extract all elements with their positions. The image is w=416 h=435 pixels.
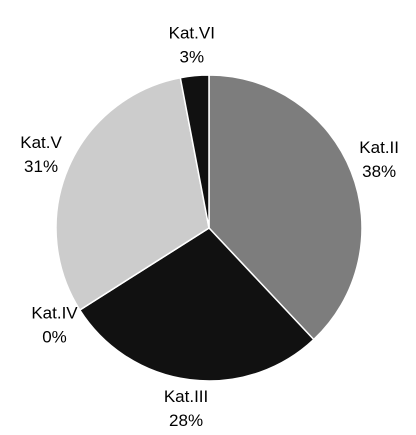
pie-slice <box>78 227 315 382</box>
slice-value-label: 28% <box>169 411 203 430</box>
slice-value-label: 31% <box>24 157 58 176</box>
pie-slice <box>208 74 363 341</box>
pie-slice <box>55 76 210 312</box>
slice-value-label: 3% <box>179 47 204 66</box>
slice-label: Kat.IV <box>31 304 78 323</box>
slice-label: Kat.III <box>164 387 208 406</box>
slice-label: Kat.VI <box>169 23 215 42</box>
slice-label: Kat.II <box>359 138 399 157</box>
pie-slice <box>179 74 210 229</box>
slice-label: Kat.V <box>20 133 62 152</box>
slice-value-label: 38% <box>362 162 396 181</box>
slice-value-label: 0% <box>42 328 67 347</box>
